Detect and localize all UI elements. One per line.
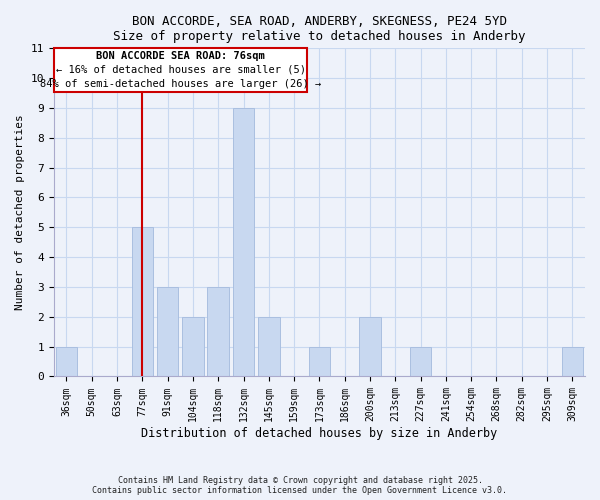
Bar <box>258 317 280 376</box>
Bar <box>410 346 431 376</box>
Text: Contains HM Land Registry data © Crown copyright and database right 2025.
Contai: Contains HM Land Registry data © Crown c… <box>92 476 508 495</box>
FancyBboxPatch shape <box>54 48 307 92</box>
Bar <box>157 287 178 376</box>
Y-axis label: Number of detached properties: Number of detached properties <box>15 114 25 310</box>
Bar <box>359 317 381 376</box>
Bar <box>208 287 229 376</box>
Title: BON ACCORDE, SEA ROAD, ANDERBY, SKEGNESS, PE24 5YD
Size of property relative to : BON ACCORDE, SEA ROAD, ANDERBY, SKEGNESS… <box>113 15 526 43</box>
Bar <box>182 317 203 376</box>
X-axis label: Distribution of detached houses by size in Anderby: Distribution of detached houses by size … <box>141 427 497 440</box>
Bar <box>131 228 153 376</box>
Bar <box>562 346 583 376</box>
Text: 84% of semi-detached houses are larger (26) →: 84% of semi-detached houses are larger (… <box>40 78 321 88</box>
Bar <box>308 346 330 376</box>
Text: BON ACCORDE SEA ROAD: 76sqm: BON ACCORDE SEA ROAD: 76sqm <box>96 51 265 61</box>
Text: ← 16% of detached houses are smaller (5): ← 16% of detached houses are smaller (5) <box>56 64 305 74</box>
Bar <box>233 108 254 376</box>
Bar <box>56 346 77 376</box>
